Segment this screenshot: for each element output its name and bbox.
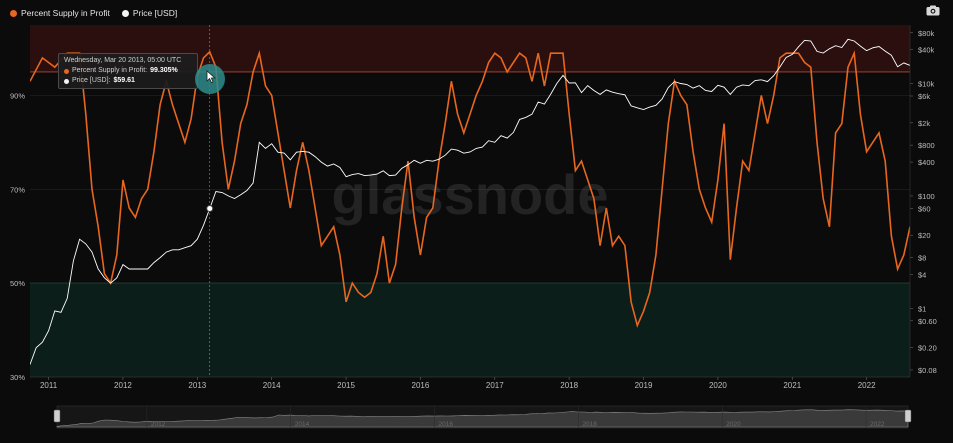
legend-label: Price [USD] xyxy=(132,8,178,18)
right-axis-tick-label: $4 xyxy=(918,270,926,279)
camera-icon[interactable] xyxy=(926,5,940,16)
legend-item-price[interactable]: Price [USD] xyxy=(121,8,178,18)
x-axis-tick-label: 2018 xyxy=(560,381,578,390)
right-axis-tick-label: $0.20 xyxy=(918,344,937,353)
x-axis: 2011 2012 2013 2014 2015 2016 2017 2018 2019 2020… xyxy=(30,376,910,390)
lower-threshold-band xyxy=(30,283,910,377)
navigator-handle-left[interactable] xyxy=(53,409,61,423)
legend-item-percent-supply-in-profit[interactable]: Percent Supply in Profit xyxy=(10,8,110,18)
legend-label: Percent Supply in Profit xyxy=(21,8,110,18)
tooltip-value: 99.305% xyxy=(150,67,178,74)
right-axis-tick-label: $6k xyxy=(918,92,930,101)
x-axis-tick-label: 2019 xyxy=(635,381,653,390)
hover-tooltip: Wednesday, Mar 20 2013, 05:00 UTC Percen… xyxy=(58,53,198,89)
x-axis-tick-label: 2015 xyxy=(337,381,355,390)
right-axis-tick-label: $1 xyxy=(918,304,926,313)
legend-swatch-orange xyxy=(10,9,17,17)
right-axis-tick-label: $2k xyxy=(918,119,930,128)
right-axis-tick-label: $0.60 xyxy=(918,317,937,326)
navigator-tick-label: 2014 xyxy=(295,421,310,428)
tooltip-row-profit: Percent Supply in Profit: 99.305% xyxy=(64,66,192,76)
chart-legend: Percent Supply in Profit Price [USD] xyxy=(10,5,177,21)
left-axis-tick-label: 70% xyxy=(10,185,25,194)
x-axis-tick-label: 2012 xyxy=(114,381,132,390)
left-axis-tick-label: 90% xyxy=(10,91,25,100)
right-axis-tick-label: $0.08 xyxy=(918,366,937,375)
watermark-text: glassnode xyxy=(332,163,609,226)
right-axis-tick-label: $100 xyxy=(918,192,935,201)
x-axis-tick-label: 2013 xyxy=(188,381,206,390)
tooltip-row-price: Price [USD]: $59.61 xyxy=(64,76,192,86)
x-axis-tick-label: 2022 xyxy=(858,381,876,390)
navigator-tick-label: 2016 xyxy=(439,421,454,428)
range-navigator[interactable]: 2012 2014 2016 2018 2020 2022 xyxy=(53,405,912,429)
hover-point-marker xyxy=(206,205,214,213)
tooltip-swatch-orange xyxy=(64,68,69,74)
x-axis-tick-label: 2014 xyxy=(263,381,281,390)
x-axis-tick-label: 2016 xyxy=(412,381,430,390)
right-axis-tick-label: $20 xyxy=(918,231,931,240)
navigator-price-area xyxy=(56,409,909,428)
left-axis-tick-label: 30% xyxy=(10,373,25,382)
right-axis-tick-label: $800 xyxy=(918,141,935,150)
mouse-pointer-icon xyxy=(206,70,216,84)
navigator-handle-right[interactable] xyxy=(904,409,912,423)
tooltip-label: Percent Supply in Profit: xyxy=(72,67,148,74)
right-axis-tick-label: $40k xyxy=(918,46,935,55)
navigator-tick-label: 2012 xyxy=(151,421,166,428)
right-axis: $0.08 $0.20 $0.60 $1 $4 $8 $20 $60 $100 $400 $800 $… xyxy=(909,25,937,377)
left-axis: 30% 50% 70% 90% xyxy=(10,91,25,382)
x-axis-tick-label: 2011 xyxy=(40,381,58,390)
tooltip-swatch-white xyxy=(64,78,69,84)
right-axis-tick-label: $80k xyxy=(918,29,935,38)
right-axis-tick-label: $400 xyxy=(918,158,935,167)
navigator-tick-label: 2022 xyxy=(870,421,885,428)
tooltip-label: Price [USD]: xyxy=(72,77,111,84)
navigator-tick-label: 2020 xyxy=(726,421,741,428)
left-axis-tick-label: 50% xyxy=(10,279,25,288)
tooltip-value: $59.61 xyxy=(113,77,135,84)
series-line-price xyxy=(30,38,910,365)
right-axis-tick-label: $10k xyxy=(918,80,935,89)
legend-swatch-white xyxy=(121,9,129,17)
x-axis-tick-label: 2021 xyxy=(783,381,801,390)
x-axis-tick-label: 2017 xyxy=(486,381,504,390)
navigator-tick-label: 2018 xyxy=(582,421,597,428)
right-axis-tick-label: $8 xyxy=(918,254,926,263)
right-axis-tick-label: $60 xyxy=(918,204,931,213)
x-axis-tick-label: 2020 xyxy=(709,381,727,390)
tooltip-date: Wednesday, Mar 20 2013, 05:00 UTC xyxy=(64,57,182,64)
